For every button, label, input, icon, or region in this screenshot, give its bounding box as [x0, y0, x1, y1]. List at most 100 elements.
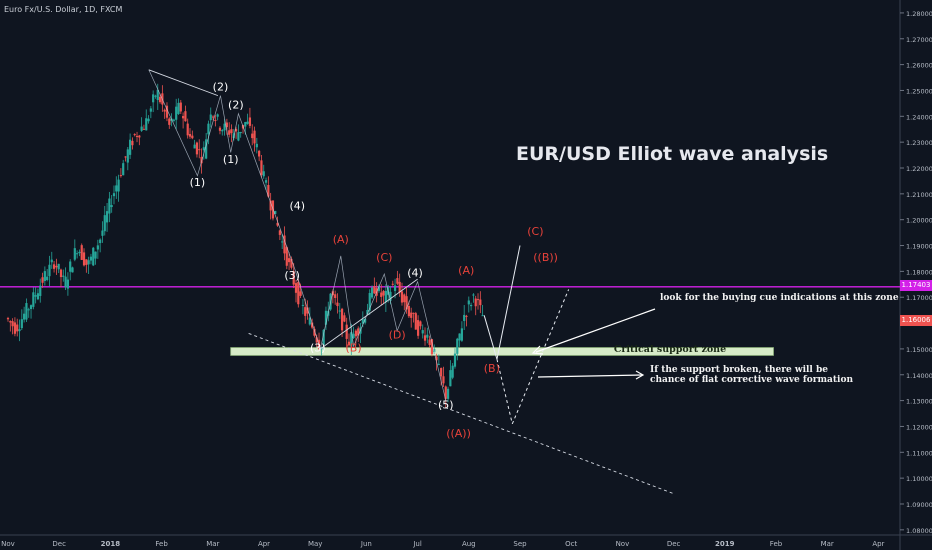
- candle-body: [23, 313, 26, 320]
- candle-body: [13, 322, 17, 334]
- candle-body: [278, 230, 281, 235]
- projection-line-1: [496, 245, 521, 360]
- candle-body: [350, 332, 353, 347]
- candle-body: [370, 287, 374, 298]
- candle-body: [175, 106, 178, 120]
- candle-body: [396, 278, 399, 284]
- y-tick-label: 1.08000: [906, 527, 932, 535]
- candle-body: [230, 129, 233, 134]
- y-tick-label: 1.26000: [906, 62, 932, 70]
- candle-body: [103, 215, 106, 232]
- x-tick-label: Nov: [1, 540, 15, 548]
- candle-body: [338, 310, 341, 312]
- candle-body: [467, 300, 470, 305]
- candle-body: [55, 265, 58, 268]
- resistance-price-tag: 1.17403: [900, 280, 932, 291]
- candle-body: [207, 123, 210, 135]
- candle-body: [138, 135, 141, 138]
- candle-body: [354, 330, 358, 337]
- candle-body: [85, 259, 88, 265]
- candle-body: [290, 258, 293, 268]
- wave-label: ((B)): [533, 251, 558, 264]
- wave-label: (1): [223, 153, 239, 166]
- projection-line-0: [483, 315, 498, 360]
- candle-body: [412, 312, 415, 314]
- candle-body: [437, 363, 440, 365]
- candle-body: [179, 102, 182, 112]
- y-tick-label: 1.12000: [906, 423, 932, 431]
- candle-body: [446, 388, 450, 399]
- wave-label: ((A)): [446, 427, 471, 440]
- candle-body: [262, 171, 265, 177]
- y-tick-label: 1.11000: [906, 449, 932, 457]
- candle-body: [264, 180, 268, 183]
- projection-line-3: [511, 289, 570, 425]
- candle-body: [205, 139, 208, 159]
- critical-support-zone: [230, 347, 774, 356]
- candle-body: [366, 309, 369, 315]
- wave-label: (A): [458, 264, 474, 277]
- candle-body: [48, 264, 51, 277]
- y-tick-label: 1.23000: [906, 139, 932, 147]
- candle-body: [255, 143, 258, 148]
- wave-label: (C): [376, 251, 392, 264]
- candle-body: [292, 271, 295, 285]
- x-tick-label: Jun: [360, 540, 372, 548]
- x-tick-label: Nov: [616, 540, 630, 548]
- candle-body: [200, 157, 203, 164]
- candle-body: [304, 307, 307, 316]
- trendline-1: [320, 278, 418, 350]
- candle-body: [407, 305, 410, 317]
- candle-body: [163, 109, 166, 112]
- candle-body: [237, 132, 240, 141]
- y-tick-label: 1.18000: [906, 268, 932, 276]
- candle-body: [343, 315, 346, 322]
- y-tick-label: 1.15000: [906, 346, 932, 354]
- candle-body: [465, 315, 468, 317]
- candle-body: [306, 307, 309, 314]
- wave-label: (3): [310, 341, 326, 354]
- candle-body: [71, 267, 74, 273]
- candle-body: [223, 123, 226, 131]
- wave-label: (C): [527, 225, 543, 238]
- y-tick-label: 1.24000: [906, 113, 932, 121]
- candle-body: [41, 277, 44, 283]
- candle-body: [382, 291, 385, 296]
- candle-body: [336, 302, 339, 307]
- candle-body: [246, 121, 249, 124]
- candle-body: [324, 310, 328, 325]
- support-broken-arrow: [537, 374, 643, 378]
- candle-body: [182, 116, 185, 119]
- candle-body: [253, 130, 256, 144]
- y-tick-label: 1.21000: [906, 191, 932, 199]
- candle-body: [430, 339, 434, 355]
- candle-body: [50, 259, 53, 263]
- x-tick-label: Dec: [52, 540, 66, 548]
- candle-body: [340, 308, 344, 331]
- x-tick-label: Mar: [821, 540, 834, 548]
- candle-body: [191, 135, 194, 139]
- candle-body: [34, 295, 37, 297]
- candle-body: [389, 291, 392, 301]
- candle-body: [297, 281, 300, 305]
- candle-body: [135, 135, 139, 137]
- candle-body: [377, 286, 381, 291]
- candle-body: [156, 89, 159, 101]
- candle-body: [361, 319, 364, 324]
- wave-label: (4): [289, 199, 305, 212]
- candle-body: [131, 140, 134, 146]
- support-broken-note-line2: chance of flat corrective wave formation: [650, 375, 854, 385]
- candle-body: [52, 264, 56, 269]
- candle-body: [124, 156, 127, 158]
- candle-body: [269, 200, 272, 211]
- candle-body: [287, 258, 291, 263]
- candle-body: [419, 321, 422, 327]
- candle-body: [6, 318, 10, 320]
- candle-body: [36, 293, 40, 300]
- candle-body: [444, 386, 447, 399]
- candle-body: [184, 111, 187, 122]
- x-tick-label: Feb: [155, 540, 168, 548]
- candle-body: [211, 116, 215, 118]
